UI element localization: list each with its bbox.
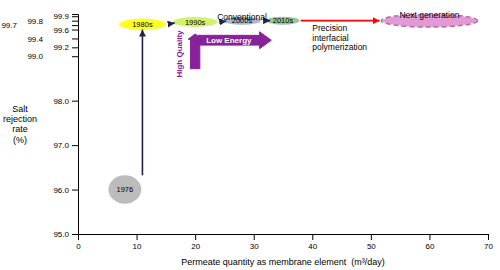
tick-label: 40: [308, 242, 317, 251]
tick-mark: [72, 16, 78, 17]
axis-line: [79, 235, 489, 241]
bubble: [119, 18, 166, 30]
arrow-label: Low Energy: [206, 36, 252, 45]
y-tick: 99.9: [53, 12, 78, 21]
labels: 19761980s1990s2000s2010sLow EnergyHigh Q…: [117, 10, 460, 194]
bubble-label: 1976: [117, 185, 134, 194]
annotation-line: Next generation: [399, 10, 459, 20]
bubble-label: 1980s: [132, 20, 153, 29]
y-tick: 99.0: [27, 52, 78, 61]
tick-mark: [72, 56, 78, 57]
y-tick: 98.0: [53, 97, 78, 106]
tick-mark: [72, 21, 78, 22]
x-tick: 70: [484, 234, 493, 251]
tick-label: 10: [133, 242, 142, 251]
y-axis: 95.0 96.0 97.0 98.0 99.0 99.2 99.4 99.6 99.7 99.8…: [1, 12, 78, 239]
bubble-label: 1990s: [185, 18, 206, 27]
high-quality-arrow: [188, 34, 202, 69]
axis-line: [72, 15, 79, 235]
tick-mark: [137, 234, 138, 240]
tick-mark: [488, 234, 489, 240]
tick-label: 20: [191, 242, 200, 251]
tick-label: 30: [250, 242, 259, 251]
tick-mark: [72, 25, 78, 26]
y-tick: 99.2: [53, 43, 78, 52]
plot: 01020304050607095.096.097.098.099.099.29…: [1, 10, 493, 251]
tick-label: 99.6: [53, 26, 69, 35]
tick-mark: [72, 38, 78, 39]
arrow: [169, 22, 175, 24]
x-tick: 60: [425, 234, 434, 251]
y-tick: 97.0: [53, 141, 78, 150]
low-energy-arrow: [198, 32, 271, 49]
x-tick: 50: [367, 234, 376, 251]
y-tick: 96.0: [53, 186, 78, 195]
y-tick: 99.4: [27, 35, 78, 44]
y-axis-title-line: rate: [12, 124, 28, 134]
x-axis: 0 10 20 30 40 50 60 70: [76, 234, 493, 251]
tick-label: 97.0: [53, 141, 69, 150]
tick-label: 50: [367, 242, 376, 251]
tick-label: 70: [484, 242, 493, 251]
x-tick: 20: [191, 234, 200, 251]
x-tick: 40: [308, 234, 317, 251]
bubble-label: 2010s: [273, 16, 294, 25]
tick-mark: [72, 234, 78, 235]
tick-mark: [312, 234, 313, 240]
bubble: [267, 17, 300, 25]
bubble: [173, 17, 218, 27]
tick-mark: [254, 234, 255, 240]
tick-mark: [72, 101, 78, 102]
annotation-line: polymerization: [312, 42, 367, 52]
annotation: Conventional: [217, 12, 267, 22]
tick-label: 98.0: [53, 97, 69, 106]
x-tick: 30: [250, 234, 259, 251]
chart: 01020304050607095.096.097.098.099.099.29…: [0, 0, 500, 270]
y-tick: 95.0: [53, 230, 78, 239]
tick-label: 99.0: [27, 52, 43, 61]
arrow-label: High Quality: [175, 30, 184, 78]
tick-mark: [371, 234, 372, 240]
tick-mark: [195, 234, 196, 240]
tick-label: 99.2: [53, 43, 69, 52]
y-axis-title-line: (%): [13, 135, 27, 145]
x-axis-title: Permeate quantity as membrane element (m…: [181, 257, 385, 267]
tick-mark: [72, 190, 78, 191]
marks: [108, 14, 477, 204]
arrow: [301, 20, 380, 22]
annotation: Next generation: [399, 10, 459, 20]
annotation-line: Conventional: [217, 12, 267, 22]
tick-label: 99.7: [1, 21, 17, 30]
x-tick: 0: [76, 234, 81, 251]
y-axis-title: Saltrejectionrate(%): [3, 104, 37, 145]
tick-label: 96.0: [53, 186, 69, 195]
tick-mark: [72, 30, 78, 31]
tick-label: 99.9: [53, 12, 69, 21]
y-axis-title-line: Salt: [12, 104, 28, 114]
tick-label: 60: [425, 242, 434, 251]
tick-label: 99.4: [27, 35, 43, 44]
y-axis-title-line: rejection: [3, 114, 37, 124]
x-tick: 10: [133, 234, 142, 251]
y-tick: 99.6: [53, 26, 78, 35]
tick-mark: [429, 234, 430, 240]
tick-label: 95.0: [53, 230, 69, 239]
tick-label: 99.8: [27, 17, 43, 26]
annotation: Precisioninterfacialpolymerization: [312, 23, 367, 52]
tick-mark: [72, 145, 78, 146]
tick-mark: [72, 47, 78, 48]
bubble: [108, 175, 141, 203]
arrow: [142, 30, 144, 176]
tick-label: 0: [76, 242, 81, 251]
